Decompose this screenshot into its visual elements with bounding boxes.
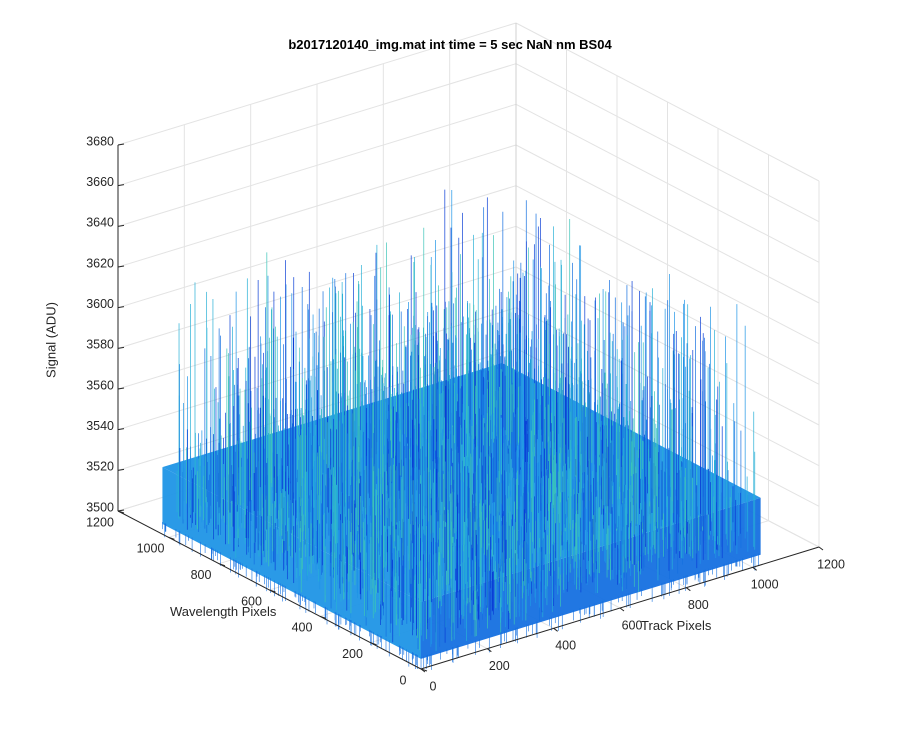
grid-line [117,185,517,309]
z-tick-label: 3540 [86,419,114,433]
x-tick [487,648,492,653]
y-tick-label: 600 [241,594,262,608]
z-tick-label: 3580 [86,338,114,352]
surface-layer [162,189,761,670]
y-tick-label: 400 [292,621,313,635]
y-tick-label: 200 [342,647,363,661]
z-tick [117,184,125,187]
z-tick [117,224,125,227]
x-tick [818,546,824,551]
x-tick-label: 800 [688,598,709,612]
grid-line [117,266,517,390]
y-tick [218,563,226,567]
grid-line [515,63,820,223]
y-axis-label: Wavelength Pixels [170,604,277,619]
z-axis-label: Signal (ADU) [43,302,58,378]
x-tick-label: 200 [489,659,510,673]
y-tick-label: 800 [191,568,212,582]
surface-left-face [162,467,421,659]
grid-line [515,103,820,263]
grid-line [117,225,517,349]
z-tick [117,387,125,390]
z-tick [117,306,125,309]
x-tick [553,627,558,632]
x-tick [752,566,757,571]
y-tick-label: 1200 [86,515,114,529]
z-tick [117,468,125,471]
x-tick-label: 400 [555,639,576,653]
y-tick [370,642,377,646]
grid-line [515,22,820,182]
z-tick [117,346,125,349]
grid-layer [117,22,820,670]
x-tick-label: 0 [430,679,437,693]
x-tick-label: 1200 [817,557,845,571]
x-tick [619,607,625,612]
grid-line [117,103,517,227]
z-tick [117,509,125,512]
y-tick [420,668,428,672]
surface-front-face [421,497,761,659]
z-tick-label: 3560 [86,378,114,392]
axes-layer: 0 200 400 600 800 1000 1200 0 200 400 600 800 1000 12… [43,134,845,693]
chart-title: b2017120140_img.mat int time = 5 sec NaN… [288,37,612,52]
z-tick [117,143,125,146]
y-tick-label: 1000 [137,542,165,556]
z-tick-label: 3620 [86,256,114,270]
grid-line [515,144,820,304]
z-tick-label: 3640 [86,216,114,230]
y-tick [269,589,276,593]
x-tick [686,587,691,592]
y-tick [168,536,175,540]
z-tick [117,428,125,431]
z-tick-label: 3600 [86,297,114,311]
z-tick [117,265,125,268]
y-tick [319,615,327,619]
z-tick-label: 3520 [86,460,114,474]
x-axis-label: Track Pixels [641,618,712,633]
grid-line [117,144,517,268]
x-tick-label: 1000 [751,578,779,592]
z-tick-label: 3500 [86,500,114,514]
grid-line [117,22,517,146]
grid-line [117,63,517,187]
z-tick-label: 3660 [86,175,114,189]
x-tick-label: 600 [622,618,643,632]
y-tick-label: 0 [400,673,407,687]
z-tick-label: 3680 [86,134,114,148]
grid-line [515,185,820,345]
